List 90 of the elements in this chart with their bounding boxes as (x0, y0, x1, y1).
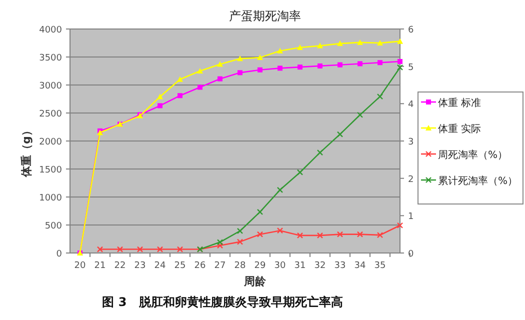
point (356, 112, 364, 118)
point (298, 64, 302, 70)
y-axis-title: 体重（g） (20, 125, 33, 178)
caption: 图 3 脱肛和卵黄性腹膜炎导致早期死亡率高 (102, 295, 343, 309)
point (297, 44, 303, 50)
y-tick-label: 2000 (39, 138, 62, 148)
x-tick-label: 32 (314, 261, 326, 271)
point (377, 40, 383, 46)
point (357, 39, 363, 45)
point (337, 40, 343, 46)
x-tick-label: 23 (134, 261, 146, 271)
point (96, 246, 104, 252)
y2-tick-label: 3 (408, 138, 414, 148)
point (257, 54, 263, 60)
x-tick-label: 28 (234, 261, 246, 271)
point (158, 103, 162, 108)
point (237, 56, 243, 62)
point (318, 63, 322, 68)
point (238, 70, 242, 76)
x-tick-label: 33 (334, 261, 346, 271)
point (236, 238, 244, 245)
point (378, 60, 382, 66)
point (396, 222, 404, 228)
x-tick-label: 25 (174, 261, 186, 271)
point (398, 58, 402, 64)
point (376, 232, 384, 238)
point (197, 68, 203, 74)
point (256, 208, 264, 216)
point (277, 48, 283, 54)
point (176, 246, 184, 252)
point (397, 38, 403, 44)
x-tick-label: 35 (374, 261, 386, 271)
y-tick-label: 1500 (39, 166, 62, 176)
point (396, 64, 404, 71)
y-tick-label: 3000 (39, 82, 62, 92)
point (316, 232, 324, 239)
point (276, 186, 284, 194)
point (217, 61, 223, 67)
y2-tick-label: 2 (408, 174, 414, 185)
point (296, 232, 304, 239)
point (236, 228, 244, 234)
point (278, 66, 282, 71)
x-tick-label: 34 (354, 261, 366, 271)
point (296, 169, 304, 176)
point (216, 242, 224, 249)
point (358, 61, 362, 66)
y-tick-label: 0 (56, 250, 62, 260)
point (157, 94, 163, 100)
x-tick-label: 21 (94, 261, 106, 271)
point (136, 246, 144, 252)
point (276, 228, 284, 234)
chart-title: 产蛋期死淘率 (229, 9, 301, 23)
x-axis-title: 周龄 (243, 275, 267, 288)
point (376, 93, 384, 100)
point (336, 231, 344, 238)
y-tick-label: 2500 (39, 110, 62, 120)
point (258, 67, 262, 72)
x-tick-label: 24 (154, 261, 166, 271)
y2-tick-label: 4 (408, 100, 414, 110)
legend-label: 累计死淘率（%） (438, 175, 518, 187)
x-tick-label: 27 (214, 261, 226, 271)
point (338, 62, 342, 68)
y2-tick-label: 1 (408, 212, 414, 222)
legend-label: 体重 实际 (438, 123, 482, 135)
y2-tick-label: 6 (408, 26, 414, 36)
y2-tick-label: 5 (408, 62, 414, 73)
y-tick-label: 4000 (39, 26, 62, 36)
y-tick-label: 3500 (39, 54, 62, 64)
x-tick-label: 29 (254, 261, 266, 271)
point (336, 131, 344, 138)
y-tick-label: 1000 (39, 194, 62, 204)
x-tick-label: 31 (294, 261, 306, 271)
x-tick-label: 20 (74, 261, 86, 271)
point (156, 246, 164, 252)
x-tick-label: 30 (274, 261, 286, 271)
x-tick-label: 26 (194, 261, 206, 271)
point (256, 231, 264, 238)
point (216, 239, 224, 246)
point (316, 149, 324, 156)
y-tick-label: 500 (44, 222, 62, 232)
x-tick-label: 22 (114, 261, 126, 271)
point (116, 246, 124, 252)
point (178, 93, 182, 98)
point (177, 76, 183, 82)
legend-label: 体重 标准 (438, 97, 482, 109)
point (356, 231, 364, 238)
point (317, 42, 323, 48)
point (218, 76, 222, 82)
legend-label: 周死淘率（%） (438, 149, 508, 161)
point (198, 84, 202, 90)
